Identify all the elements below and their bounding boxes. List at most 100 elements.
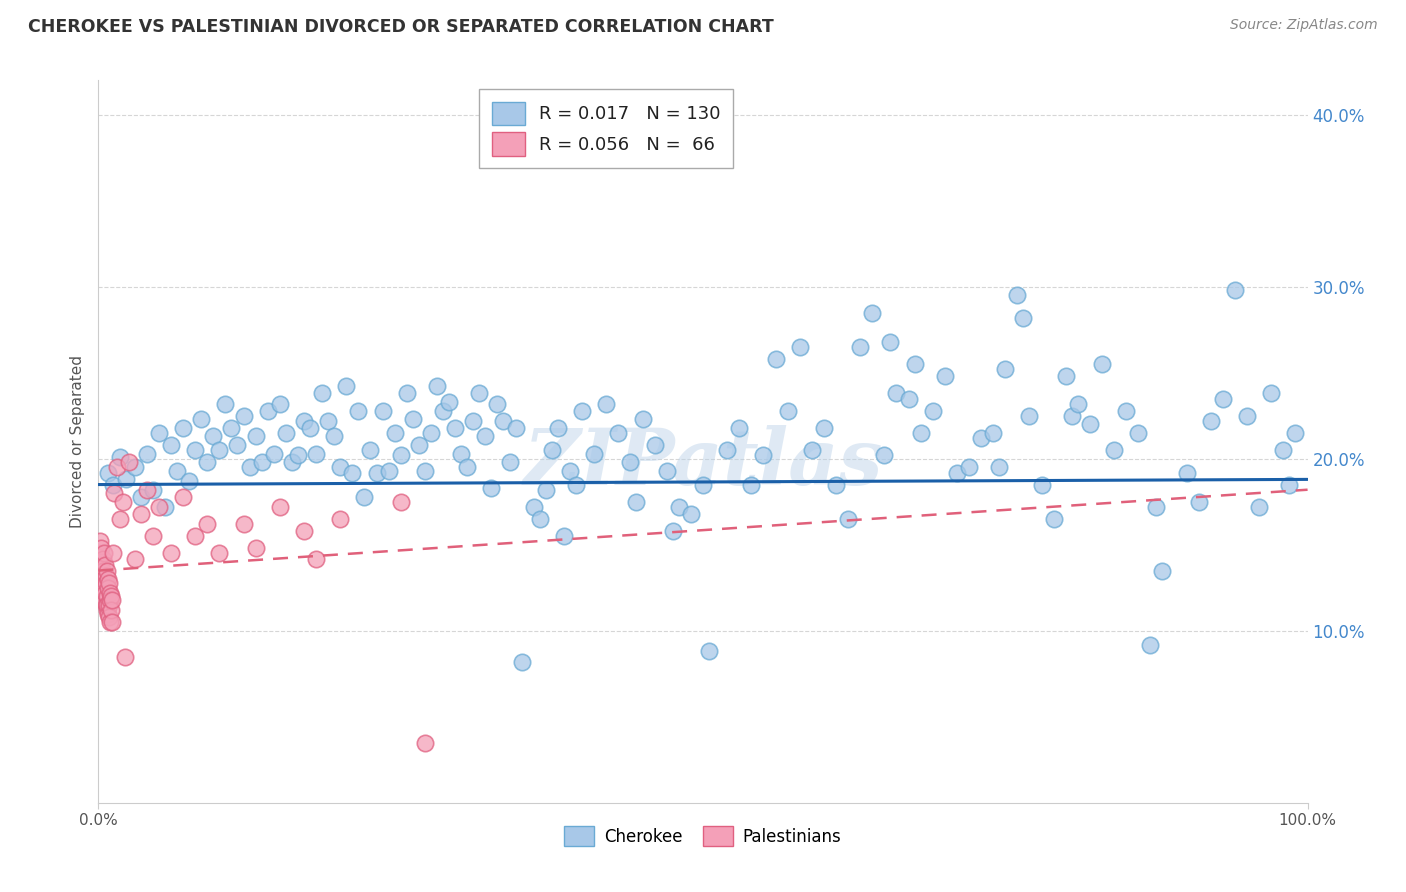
Point bbox=[371, 403, 394, 417]
Point bbox=[129, 490, 152, 504]
Point bbox=[90, 541, 112, 556]
Point bbox=[96, 590, 118, 604]
Point bbox=[565, 477, 588, 491]
Point bbox=[91, 551, 114, 566]
Point bbox=[934, 369, 956, 384]
Point bbox=[101, 592, 124, 607]
Point bbox=[98, 592, 121, 607]
Point bbox=[94, 558, 117, 573]
Point bbox=[408, 438, 430, 452]
Point bbox=[214, 397, 236, 411]
Point bbox=[619, 455, 641, 469]
Point bbox=[329, 460, 352, 475]
Point bbox=[553, 529, 575, 543]
Point bbox=[232, 409, 254, 423]
Point bbox=[94, 568, 117, 582]
Point bbox=[540, 443, 562, 458]
Point bbox=[96, 598, 118, 612]
Point bbox=[91, 564, 114, 578]
Point bbox=[510, 655, 533, 669]
Point bbox=[100, 603, 122, 617]
Point bbox=[184, 443, 207, 458]
Point bbox=[142, 529, 165, 543]
Point bbox=[377, 464, 399, 478]
Point bbox=[1249, 500, 1271, 514]
Point bbox=[129, 507, 152, 521]
Point bbox=[1060, 409, 1083, 423]
Point bbox=[124, 551, 146, 566]
Point bbox=[946, 466, 969, 480]
Point bbox=[679, 507, 702, 521]
Point bbox=[481, 481, 503, 495]
Point bbox=[904, 357, 927, 371]
Point bbox=[148, 500, 170, 514]
Point bbox=[776, 403, 799, 417]
Point bbox=[111, 494, 134, 508]
Point bbox=[498, 455, 520, 469]
Point bbox=[353, 490, 375, 504]
Point bbox=[93, 581, 115, 595]
Point bbox=[148, 425, 170, 440]
Point bbox=[160, 546, 183, 560]
Point bbox=[232, 517, 254, 532]
Point bbox=[1115, 403, 1137, 417]
Point bbox=[981, 425, 1004, 440]
Point bbox=[96, 603, 118, 617]
Point bbox=[957, 460, 980, 475]
Point bbox=[299, 421, 322, 435]
Point bbox=[529, 512, 551, 526]
Point bbox=[1236, 409, 1258, 423]
Point bbox=[89, 558, 111, 573]
Point bbox=[505, 421, 527, 435]
Point bbox=[166, 464, 188, 478]
Point bbox=[347, 403, 370, 417]
Point bbox=[402, 412, 425, 426]
Point bbox=[172, 421, 194, 435]
Point bbox=[474, 429, 496, 443]
Point bbox=[195, 455, 218, 469]
Y-axis label: Divorced or Separated: Divorced or Separated bbox=[69, 355, 84, 528]
Point bbox=[93, 546, 115, 560]
Point bbox=[668, 500, 690, 514]
Point bbox=[108, 450, 131, 464]
Point bbox=[269, 500, 291, 514]
Point bbox=[879, 334, 901, 349]
Point bbox=[1054, 369, 1077, 384]
Point bbox=[1278, 477, 1301, 491]
Point bbox=[93, 592, 115, 607]
Point bbox=[1146, 500, 1168, 514]
Point bbox=[1018, 409, 1040, 423]
Point bbox=[413, 735, 436, 749]
Point bbox=[1128, 425, 1150, 440]
Point bbox=[692, 477, 714, 491]
Point bbox=[98, 615, 121, 630]
Point bbox=[413, 464, 436, 478]
Point bbox=[124, 460, 146, 475]
Point bbox=[94, 586, 117, 600]
Point bbox=[740, 477, 762, 491]
Point bbox=[245, 541, 267, 556]
Point bbox=[96, 564, 118, 578]
Point bbox=[274, 425, 297, 440]
Point bbox=[486, 397, 509, 411]
Point bbox=[97, 607, 120, 621]
Point bbox=[583, 446, 606, 460]
Point bbox=[97, 581, 120, 595]
Point bbox=[910, 425, 932, 440]
Point bbox=[101, 546, 124, 560]
Point bbox=[90, 581, 112, 595]
Point bbox=[226, 438, 249, 452]
Point bbox=[450, 446, 472, 460]
Point bbox=[90, 564, 112, 578]
Point bbox=[89, 546, 111, 560]
Point bbox=[1284, 425, 1306, 440]
Point bbox=[97, 572, 120, 586]
Point bbox=[1102, 443, 1125, 458]
Point bbox=[837, 512, 859, 526]
Point bbox=[534, 483, 557, 497]
Point bbox=[292, 524, 315, 538]
Point bbox=[1199, 414, 1222, 428]
Point bbox=[389, 448, 412, 462]
Point bbox=[184, 529, 207, 543]
Point bbox=[994, 362, 1017, 376]
